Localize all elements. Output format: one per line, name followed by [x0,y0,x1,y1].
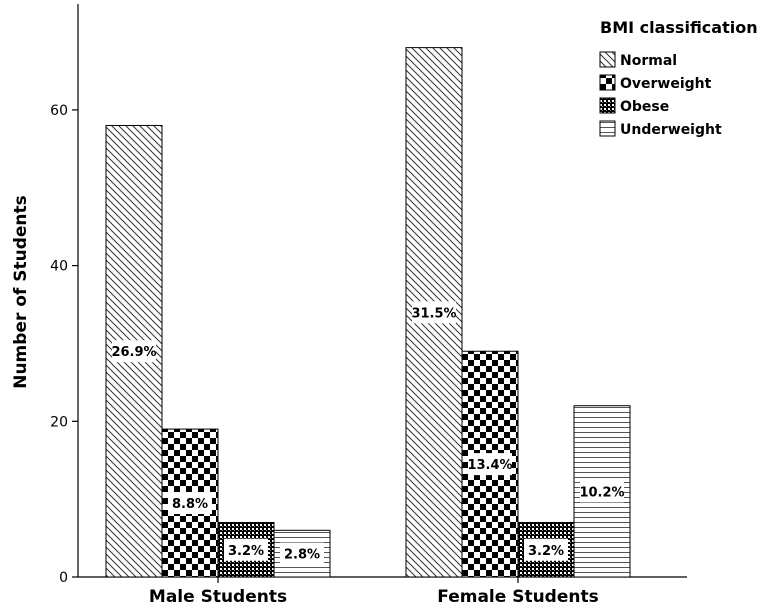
data-label-box [468,453,512,476]
legend: BMI classification Normal Overweight Obese… [599,18,758,138]
category-label-female-students: Female Students [437,587,598,607]
data-label-box [168,492,212,515]
y-tick-label: 20 [50,414,68,430]
data-label-normal-female-students: 31.5% [411,306,456,321]
legend-swatch-normal [599,51,616,68]
y-axis-title: Number of Students [11,195,31,389]
y-tick-label: 60 [50,103,68,119]
data-label-box [280,542,324,565]
data-label-box [224,538,268,561]
legend-label-normal: Normal [620,53,677,69]
legend-swatch-underweight [599,120,616,137]
data-label-box [580,480,624,503]
data-label-obese-male-students: 3.2% [228,544,264,559]
data-label-box [112,340,156,363]
legend-swatch-obese [599,97,616,114]
legend-title: BMI classification [600,18,758,37]
data-label-obese-female-students: 3.2% [528,544,564,559]
data-label-underweight-male-students: 2.8% [284,548,320,563]
bars: 26.9% 8.8% 3.2% 2.8% 31.5% 13.4% 3.2% 10.2% [105,47,631,578]
data-label-overweight-male-students: 8.8% [172,497,208,512]
data-label-box [524,538,568,561]
legend-label-underweight: Underweight [620,122,722,138]
y-ticks: 0 20 40 60 [50,103,78,586]
data-label-box [412,301,456,324]
y-tick-label: 40 [50,259,68,275]
data-label-underweight-female-students: 10.2% [579,485,624,500]
category-labels: Male Students Female Students [149,577,599,607]
category-label-male-students: Male Students [149,587,287,607]
data-label-overweight-female-students: 13.4% [467,458,512,473]
legend-label-overweight: Overweight [620,76,712,92]
y-tick-label: 0 [59,570,68,586]
legend-swatch-overweight [599,74,616,91]
data-label-normal-male-students: 26.9% [111,345,156,360]
legend-label-obese: Obese [620,99,669,115]
